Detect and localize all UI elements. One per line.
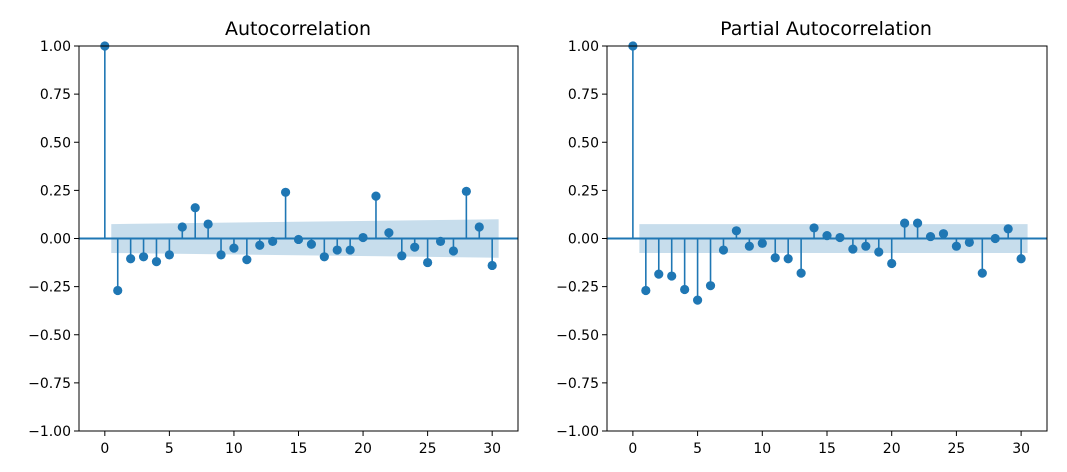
- acf-marker-18: [332, 245, 342, 255]
- pacf-marker-17: [848, 244, 858, 254]
- pacf-marker-1: [641, 285, 651, 296]
- pacf-marker-10: [757, 238, 767, 248]
- acf-marker-2: [126, 254, 136, 264]
- pacf-marker-29: [1003, 224, 1013, 234]
- acf-ytick-label: −0.25: [28, 280, 71, 296]
- acf-xtick-label: 15: [290, 441, 308, 457]
- acf-ytick-label: 0.00: [40, 232, 71, 248]
- acf-marker-29: [474, 222, 484, 232]
- acf-marker-24: [410, 242, 420, 252]
- acf-xtick-label: 20: [354, 441, 372, 457]
- acf-marker-26: [435, 236, 446, 246]
- pacf-marker-26: [964, 237, 974, 247]
- pacf-marker-12: [783, 254, 793, 264]
- acf-marker-27: [448, 246, 459, 256]
- acf-marker-23: [397, 251, 407, 261]
- acf-marker-4: [151, 257, 162, 267]
- pacf-panel: Partial Autocorrelation −1.00−0.75−0.50−…: [556, 18, 1048, 457]
- pacf-marker-3: [667, 271, 677, 281]
- acf-marker-28: [461, 186, 471, 196]
- pacf-plot-area: −1.00 −0.75 −0.50 −0.25 0.00 0.25 0.50 0.75 1.00…: [556, 39, 1048, 457]
- pacf-marker-2: [654, 269, 664, 279]
- pacf-marker-16: [835, 232, 845, 243]
- pacf-marker-18: [861, 241, 871, 251]
- acf-title: Autocorrelation: [225, 18, 371, 40]
- pacf-marker-5: [692, 295, 703, 305]
- pacf-ytick-label: 0.50: [568, 135, 599, 151]
- acf-marker-10: [229, 243, 239, 253]
- acf-marker-21: [371, 191, 381, 201]
- acf-xtick-label: 30: [483, 441, 501, 457]
- pacf-marker-23: [925, 231, 936, 242]
- acf-ytick-label: 0.75: [40, 87, 71, 103]
- acf-marker-16: [306, 239, 317, 249]
- pacf-marker-21: [900, 218, 910, 228]
- acf-marker-20: [358, 232, 368, 243]
- pacf-marker-22: [912, 218, 923, 228]
- pacf-xtick-label: 30: [1012, 441, 1030, 457]
- acf-ytick-label: −0.75: [28, 376, 71, 392]
- acf-marker-22: [384, 228, 394, 238]
- pacf-ytick-label: −0.25: [556, 280, 599, 296]
- acf-marker-11: [242, 255, 252, 265]
- pacf-marker-8: [731, 226, 742, 236]
- pacf-ytick-label: −1.00: [556, 424, 599, 440]
- acf-marker-5: [164, 250, 174, 260]
- pacf-marker-4: [680, 284, 690, 295]
- acf-marker-7: [190, 203, 200, 213]
- acf-xtick-label: 25: [419, 441, 437, 457]
- acf-ytick-label: −1.00: [28, 424, 71, 440]
- pacf-xtick-label: 10: [753, 441, 771, 457]
- pacf-xtick-label: 5: [693, 441, 702, 457]
- acf-marker-15: [293, 234, 304, 245]
- acf-marker-6: [177, 222, 187, 232]
- acf-plot-area: −1.00 −0.75 −0.50 −0.25 0.00 0.25 0.50 0.75 1.00…: [28, 39, 519, 457]
- acf-marker-8: [203, 219, 213, 229]
- acf-marker-9: [216, 250, 226, 260]
- acf-marker-14: [280, 187, 291, 197]
- acf-ytick-label: 0.25: [40, 183, 71, 199]
- pacf-marker-6: [705, 281, 716, 291]
- pacf-marker-28: [990, 233, 1000, 244]
- acf-marker-25: [423, 257, 433, 268]
- pacf-ytick-label: 0.25: [568, 183, 599, 199]
- pacf-marker-9: [744, 241, 754, 251]
- acf-marker-12: [255, 240, 265, 250]
- acf-xtick-label: 5: [165, 441, 174, 457]
- acf-marker-1: [113, 285, 123, 296]
- pacf-marker-27: [977, 268, 987, 278]
- pacf-ytick-label: −0.50: [556, 328, 599, 344]
- pacf-ytick-label: 0.00: [568, 232, 599, 248]
- pacf-ytick-label: −0.75: [556, 376, 599, 392]
- pacf-marker-11: [770, 253, 780, 263]
- acf-marker-30: [487, 260, 497, 271]
- pacf-marker-25: [951, 241, 962, 251]
- pacf-marker-20: [887, 258, 897, 269]
- pacf-marker-13: [796, 268, 806, 278]
- pacf-ytick-label: 0.75: [568, 87, 599, 103]
- pacf-marker-19: [874, 247, 884, 257]
- pacf-marker-7: [718, 245, 729, 255]
- pacf-marker-30: [1016, 254, 1026, 264]
- pacf-marker-24: [938, 229, 949, 239]
- pacf-marker-14: [809, 223, 819, 233]
- acf-marker-3: [138, 252, 149, 262]
- pacf-xtick-label: 15: [818, 441, 836, 457]
- acf-ytick-label: 1.00: [40, 39, 71, 55]
- acf-marker-19: [345, 245, 355, 255]
- pacf-xtick-label: 25: [947, 441, 965, 457]
- acf-xtick-label: 10: [225, 441, 243, 457]
- pacf-xtick-label: 0: [628, 441, 637, 457]
- pacf-xtick-label: 20: [883, 441, 901, 457]
- acf-marker-13: [268, 236, 278, 246]
- acf-xtick-label: 0: [100, 441, 109, 457]
- acf-ytick-label: −0.50: [28, 328, 71, 344]
- acf-panel: Autocorrelation −1.00 −0.75 −0.50 −0.25 0.00…: [28, 18, 519, 457]
- pacf-ytick-label: 1.00: [568, 39, 599, 55]
- pacf-title: Partial Autocorrelation: [720, 18, 932, 40]
- pacf-marker-15: [822, 231, 832, 241]
- acf-marker-17: [319, 252, 329, 262]
- acf-ytick-label: 0.50: [40, 135, 71, 151]
